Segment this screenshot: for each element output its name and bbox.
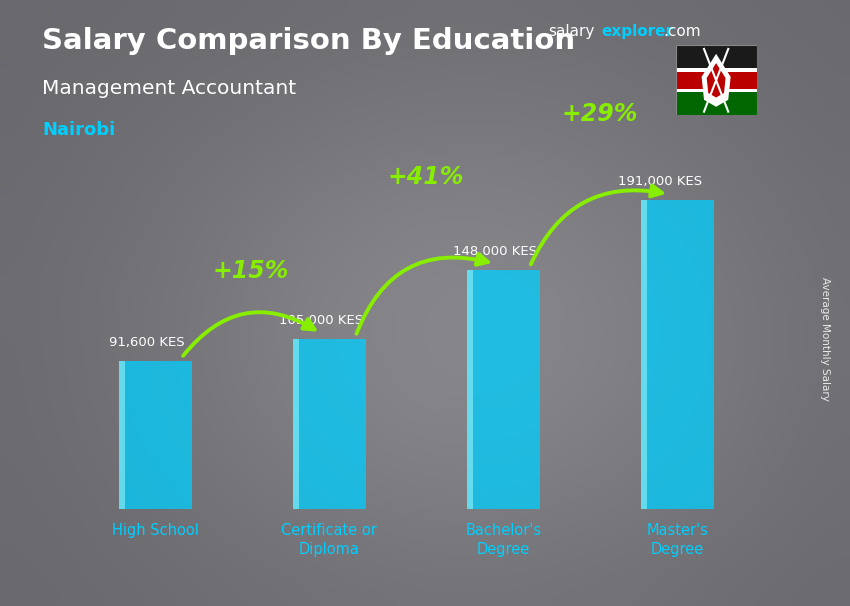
FancyBboxPatch shape [293, 339, 366, 509]
Text: Management Accountant: Management Accountant [42, 79, 297, 98]
Bar [676, 92, 756, 115]
Bar [676, 68, 756, 72]
Text: explorer: explorer [602, 24, 674, 39]
Bar [293, 339, 298, 509]
Text: +29%: +29% [561, 102, 638, 126]
FancyBboxPatch shape [641, 201, 714, 509]
FancyBboxPatch shape [119, 361, 192, 509]
Text: +15%: +15% [212, 259, 289, 284]
Bar [119, 361, 125, 509]
Text: Nairobi: Nairobi [42, 121, 116, 139]
Bar [676, 72, 756, 88]
Bar [467, 270, 473, 509]
Text: Average Monthly Salary: Average Monthly Salary [820, 278, 830, 401]
Polygon shape [701, 54, 731, 107]
Text: 105,000 KES: 105,000 KES [279, 314, 363, 327]
Text: 191,000 KES: 191,000 KES [618, 175, 702, 188]
Text: salary: salary [548, 24, 595, 39]
Bar [676, 88, 756, 92]
Text: 148,000 KES: 148,000 KES [453, 245, 537, 258]
Polygon shape [706, 63, 726, 98]
Text: +41%: +41% [387, 165, 463, 189]
FancyBboxPatch shape [467, 270, 540, 509]
Text: 91,600 KES: 91,600 KES [109, 336, 184, 348]
Bar [676, 45, 756, 68]
Text: .com: .com [663, 24, 700, 39]
Text: Salary Comparison By Education: Salary Comparison By Education [42, 27, 575, 55]
Bar [641, 201, 647, 509]
